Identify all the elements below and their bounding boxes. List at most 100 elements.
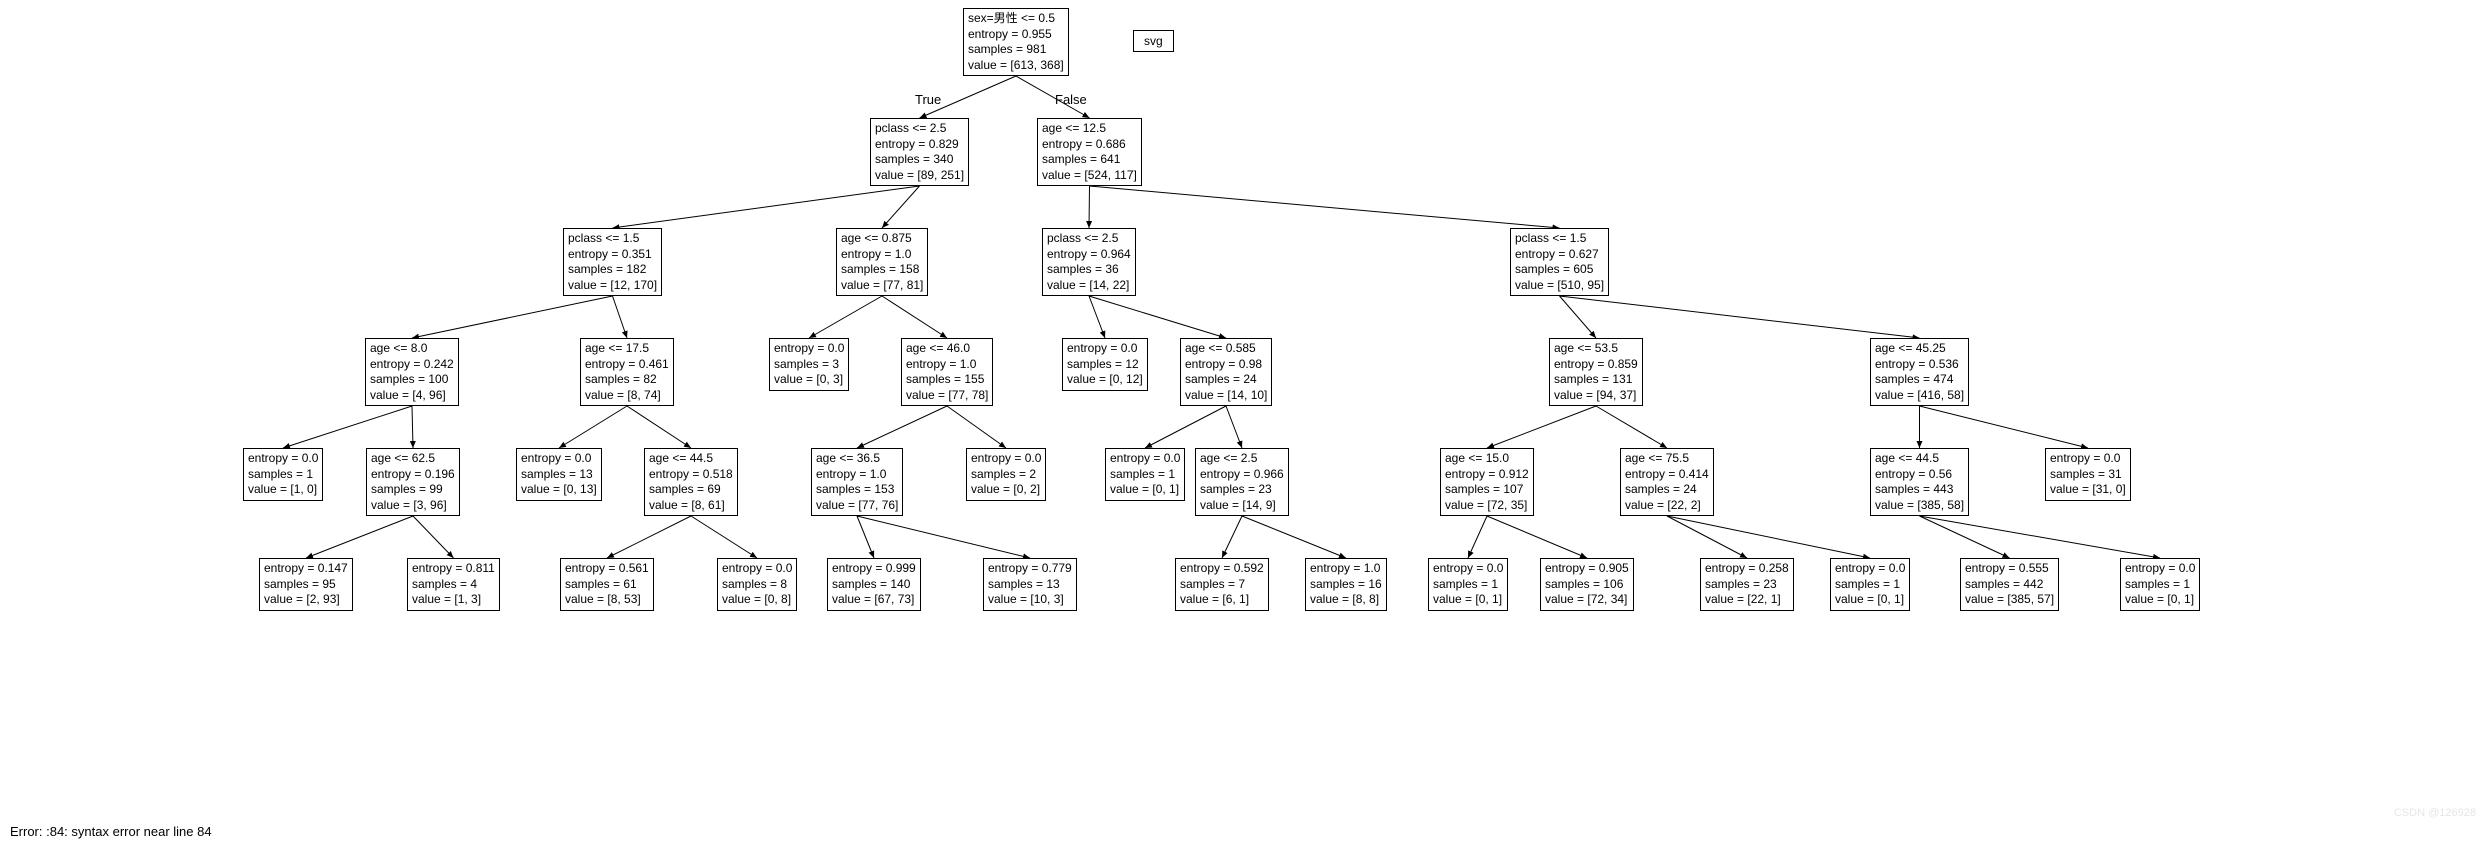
node-line: value = [4, 96] [370,388,454,404]
node-line: entropy = 0.859 [1554,357,1638,373]
node-line: samples = 82 [585,372,669,388]
node-line: samples = 442 [1965,577,2054,593]
node-line: entropy = 0.912 [1445,467,1529,483]
node-line: age <= 62.5 [371,451,455,467]
node-line: pclass <= 2.5 [875,121,964,137]
node-line: samples = 16 [1310,577,1382,593]
node-line: samples = 31 [2050,467,2126,483]
tree-node: pclass <= 1.5entropy = 0.627samples = 60… [1510,228,1609,296]
tree-node: pclass <= 2.5entropy = 0.829samples = 34… [870,118,969,186]
node-line: value = [8, 8] [1310,592,1382,608]
node-line: entropy = 0.147 [264,561,348,577]
node-line: entropy = 0.0 [2125,561,2195,577]
node-line: pclass <= 1.5 [568,231,657,247]
node-line: entropy = 0.351 [568,247,657,263]
node-line: entropy = 0.779 [988,561,1072,577]
node-line: entropy = 0.811 [412,561,495,577]
node-line: entropy = 0.0 [248,451,318,467]
error-text: Error: :84: syntax error near line 84 [10,824,212,839]
node-line: entropy = 1.0 [841,247,923,263]
node-line: samples = 13 [988,577,1072,593]
node-line: value = [0, 3] [774,372,844,388]
node-line: value = [77, 76] [816,498,898,514]
node-line: samples = 12 [1067,357,1143,373]
node-line: age <= 44.5 [1875,451,1964,467]
node-line: entropy = 0.56 [1875,467,1964,483]
node-line: value = [94, 37] [1554,388,1638,404]
node-line: value = [8, 53] [565,592,649,608]
node-line: value = [1, 0] [248,482,318,498]
node-line: samples = 23 [1200,482,1284,498]
node-line: entropy = 0.0 [1433,561,1503,577]
node-line: entropy = 0.966 [1200,467,1284,483]
node-line: entropy = 0.0 [2050,451,2126,467]
node-line: entropy = 0.686 [1042,137,1137,153]
node-line: entropy = 0.592 [1180,561,1264,577]
tree-node: entropy = 0.0samples = 2value = [0, 2] [966,448,1046,501]
tree-node: entropy = 0.0samples = 8value = [0, 8] [717,558,797,611]
node-line: samples = 23 [1705,577,1789,593]
node-line: samples = 641 [1042,152,1137,168]
node-line: samples = 140 [832,577,916,593]
node-line: samples = 158 [841,262,923,278]
true-label: True [915,92,941,107]
node-line: entropy = 0.461 [585,357,669,373]
tree-node: entropy = 0.0samples = 1value = [0, 1] [1428,558,1508,611]
node-line: value = [0, 2] [971,482,1041,498]
node-line: value = [8, 74] [585,388,669,404]
node-line: age <= 0.585 [1185,341,1267,357]
node-line: value = [14, 9] [1200,498,1284,514]
node-line: samples = 24 [1185,372,1267,388]
node-line: samples = 107 [1445,482,1529,498]
tree-node: age <= 17.5entropy = 0.461samples = 82va… [580,338,674,406]
node-line: sex=男性 <= 0.5 [968,11,1064,27]
node-line: entropy = 1.0 [1310,561,1382,577]
node-line: entropy = 0.258 [1705,561,1789,577]
node-line: age <= 12.5 [1042,121,1137,137]
node-line: entropy = 0.518 [649,467,733,483]
node-line: value = [510, 95] [1515,278,1604,294]
node-line: samples = 95 [264,577,348,593]
tree-node: entropy = 0.592samples = 7value = [6, 1] [1175,558,1269,611]
node-line: samples = 981 [968,42,1064,58]
node-line: entropy = 0.955 [968,27,1064,43]
node-line: value = [0, 8] [722,592,792,608]
tree-node: age <= 36.5entropy = 1.0samples = 153val… [811,448,903,516]
node-line: value = [613, 368] [968,58,1064,74]
node-line: entropy = 0.414 [1625,467,1709,483]
tree-node: entropy = 0.0samples = 13value = [0, 13] [516,448,602,501]
node-line: entropy = 0.0 [1110,451,1180,467]
node-line: value = [10, 3] [988,592,1072,608]
node-line: value = [22, 2] [1625,498,1709,514]
node-line: value = [72, 34] [1545,592,1629,608]
node-line: value = [77, 81] [841,278,923,294]
watermark: CSDN @126928 [2394,807,2476,819]
tree-node: entropy = 0.779samples = 13value = [10, … [983,558,1077,611]
tree-node: age <= 2.5entropy = 0.966samples = 23val… [1195,448,1289,516]
tree-node: age <= 45.25entropy = 0.536samples = 474… [1870,338,1969,406]
node-line: samples = 1 [1110,467,1180,483]
tree-node: age <= 62.5entropy = 0.196samples = 99va… [366,448,460,516]
node-line: value = [89, 251] [875,168,964,184]
node-line: samples = 1 [1433,577,1503,593]
node-line: value = [67, 73] [832,592,916,608]
node-line: entropy = 0.0 [521,451,597,467]
node-line: entropy = 0.999 [832,561,916,577]
node-line: samples = 155 [906,372,988,388]
node-line: samples = 61 [565,577,649,593]
node-line: entropy = 0.0 [1835,561,1905,577]
tree-node: entropy = 0.561samples = 61value = [8, 5… [560,558,654,611]
tree-node: entropy = 0.0samples = 1value = [0, 1] [1830,558,1910,611]
tree-node: age <= 44.5entropy = 0.56samples = 443va… [1870,448,1969,516]
node-line: samples = 474 [1875,372,1964,388]
node-line: entropy = 0.98 [1185,357,1267,373]
node-line: entropy = 0.829 [875,137,964,153]
node-line: value = [0, 13] [521,482,597,498]
tree-node: age <= 0.875entropy = 1.0samples = 158va… [836,228,928,296]
node-line: entropy = 0.555 [1965,561,2054,577]
node-line: age <= 36.5 [816,451,898,467]
node-line: value = [385, 58] [1875,498,1964,514]
node-line: samples = 443 [1875,482,1964,498]
node-line: age <= 8.0 [370,341,454,357]
tree-node: pclass <= 2.5entropy = 0.964samples = 36… [1042,228,1136,296]
